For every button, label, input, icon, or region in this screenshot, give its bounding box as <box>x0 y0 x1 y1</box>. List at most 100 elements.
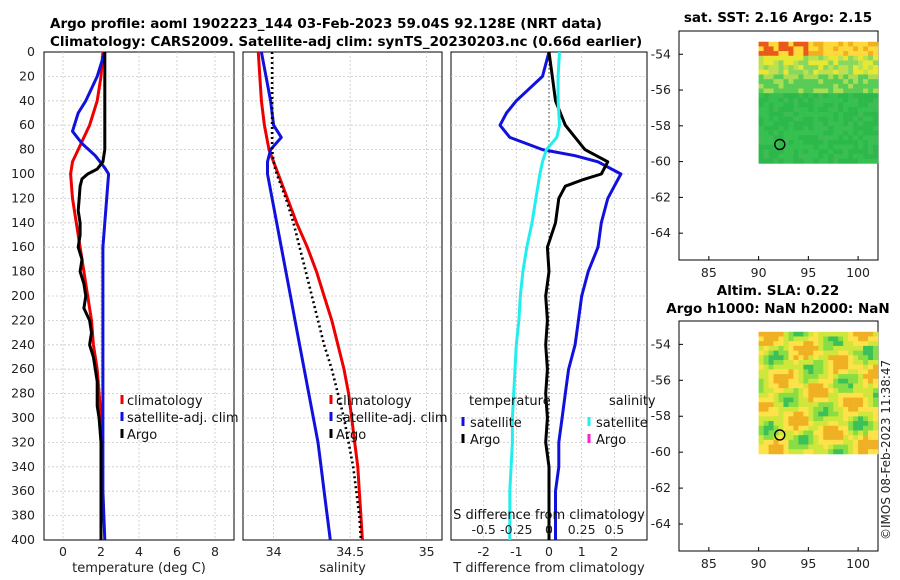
heatmap-cell <box>763 397 769 403</box>
heatmap-cell <box>868 425 874 431</box>
heatmap-cell <box>768 331 774 337</box>
heatmap-cell <box>793 374 799 380</box>
heatmap-cell <box>838 444 844 450</box>
heatmap-cell <box>848 336 854 342</box>
heatmap-cell <box>768 383 774 389</box>
heatmap-cell <box>818 425 824 431</box>
heatmap-cell <box>783 444 789 450</box>
heatmap-cell <box>868 41 874 47</box>
heatmap-cell <box>843 411 849 417</box>
heatmap-cell <box>838 416 844 422</box>
heatmap-cell <box>798 121 804 127</box>
heatmap-cell <box>768 83 774 89</box>
x-axis-label: T difference from climatology <box>452 561 645 576</box>
heatmap-cell <box>843 88 849 94</box>
heatmap-cell <box>873 416 879 422</box>
heatmap-cell <box>863 355 869 361</box>
heatmap-cell <box>863 369 869 375</box>
heatmap-cell <box>858 102 864 108</box>
y-tick-label: -58 <box>651 118 671 133</box>
heatmap-cell <box>773 51 779 57</box>
heatmap-cell <box>778 111 784 117</box>
heatmap-cell <box>788 421 794 427</box>
heatmap-cell <box>828 374 834 380</box>
series-line-t-satellite <box>498 51 623 540</box>
heatmap-cell <box>763 336 769 342</box>
heatmap-cell <box>763 135 769 141</box>
heatmap-cell <box>778 416 784 422</box>
heatmap-cell <box>818 69 824 75</box>
y-tick-label: 180 <box>11 264 35 279</box>
heatmap-cell <box>818 116 824 122</box>
heatmap-cell <box>848 341 854 347</box>
heatmap-cell <box>853 140 859 145</box>
heatmap-cell <box>798 74 804 80</box>
heatmap-cell <box>813 102 819 108</box>
heatmap-cell <box>813 355 819 361</box>
heatmap-cell <box>778 41 784 47</box>
heatmap-cell <box>868 416 874 422</box>
heatmap-cell <box>843 435 849 441</box>
heatmap-cell <box>793 121 799 127</box>
heatmap-cell <box>788 121 794 127</box>
heatmap-cell <box>808 140 814 145</box>
heatmap-cell <box>798 355 804 361</box>
heatmap-cell <box>858 74 864 80</box>
heatmap-cell <box>868 154 874 160</box>
heatmap-cell <box>873 374 879 380</box>
heatmap-cell <box>848 416 854 422</box>
heatmap-cell <box>823 388 829 394</box>
heatmap-cell <box>828 444 834 450</box>
heatmap-cell <box>823 355 829 361</box>
heatmap-cell <box>848 397 854 403</box>
heatmap-cell <box>833 93 839 99</box>
heatmap-cell <box>843 444 849 450</box>
heatmap-cell <box>853 41 859 47</box>
heatmap-cell <box>868 74 874 80</box>
heatmap-cell <box>803 88 809 94</box>
heatmap-cell <box>793 107 799 113</box>
heatmap-cell <box>773 140 779 145</box>
heatmap-cell <box>863 449 869 455</box>
heatmap-cell <box>863 388 869 394</box>
heatmap-cell <box>783 55 789 61</box>
heatmap-cell <box>798 378 804 384</box>
heatmap-cell <box>803 116 809 122</box>
heatmap-cell <box>828 83 834 89</box>
heatmap-cell <box>828 435 834 441</box>
heatmap-cell <box>758 439 764 445</box>
heatmap-cell <box>768 97 774 103</box>
heatmap-cell <box>798 336 804 342</box>
heatmap-cell <box>758 435 764 441</box>
heatmap-cell <box>768 355 774 361</box>
heatmap-cell <box>803 55 809 61</box>
heatmap-cell <box>773 411 779 417</box>
heatmap-cell <box>833 102 839 108</box>
heatmap-cell <box>838 350 844 356</box>
heatmap-cell <box>858 439 864 445</box>
heatmap-cell <box>858 402 864 408</box>
heatmap-cell <box>873 154 879 160</box>
heatmap-cell <box>823 65 829 71</box>
heatmap-cell <box>803 402 809 408</box>
heatmap-cell <box>813 158 819 164</box>
heatmap-cell <box>858 140 864 145</box>
heatmap-cell <box>868 369 874 375</box>
heatmap-cell <box>778 350 784 356</box>
heatmap-cell <box>778 46 784 52</box>
heatmap-cell <box>828 107 834 113</box>
heatmap-cell <box>873 60 879 66</box>
heatmap-cell <box>828 69 834 75</box>
heatmap-cell <box>773 97 779 103</box>
heatmap-cell <box>833 439 839 445</box>
heatmap-cell <box>818 93 824 99</box>
heatmap-cell <box>783 383 789 389</box>
heatmap-cell <box>763 411 769 417</box>
heatmap-cell <box>873 444 879 450</box>
heatmap-cell <box>853 51 859 57</box>
heatmap-cell <box>873 421 879 427</box>
heatmap-cell <box>838 411 844 417</box>
heatmap-cell <box>863 125 869 131</box>
heatmap-cell <box>833 425 839 431</box>
